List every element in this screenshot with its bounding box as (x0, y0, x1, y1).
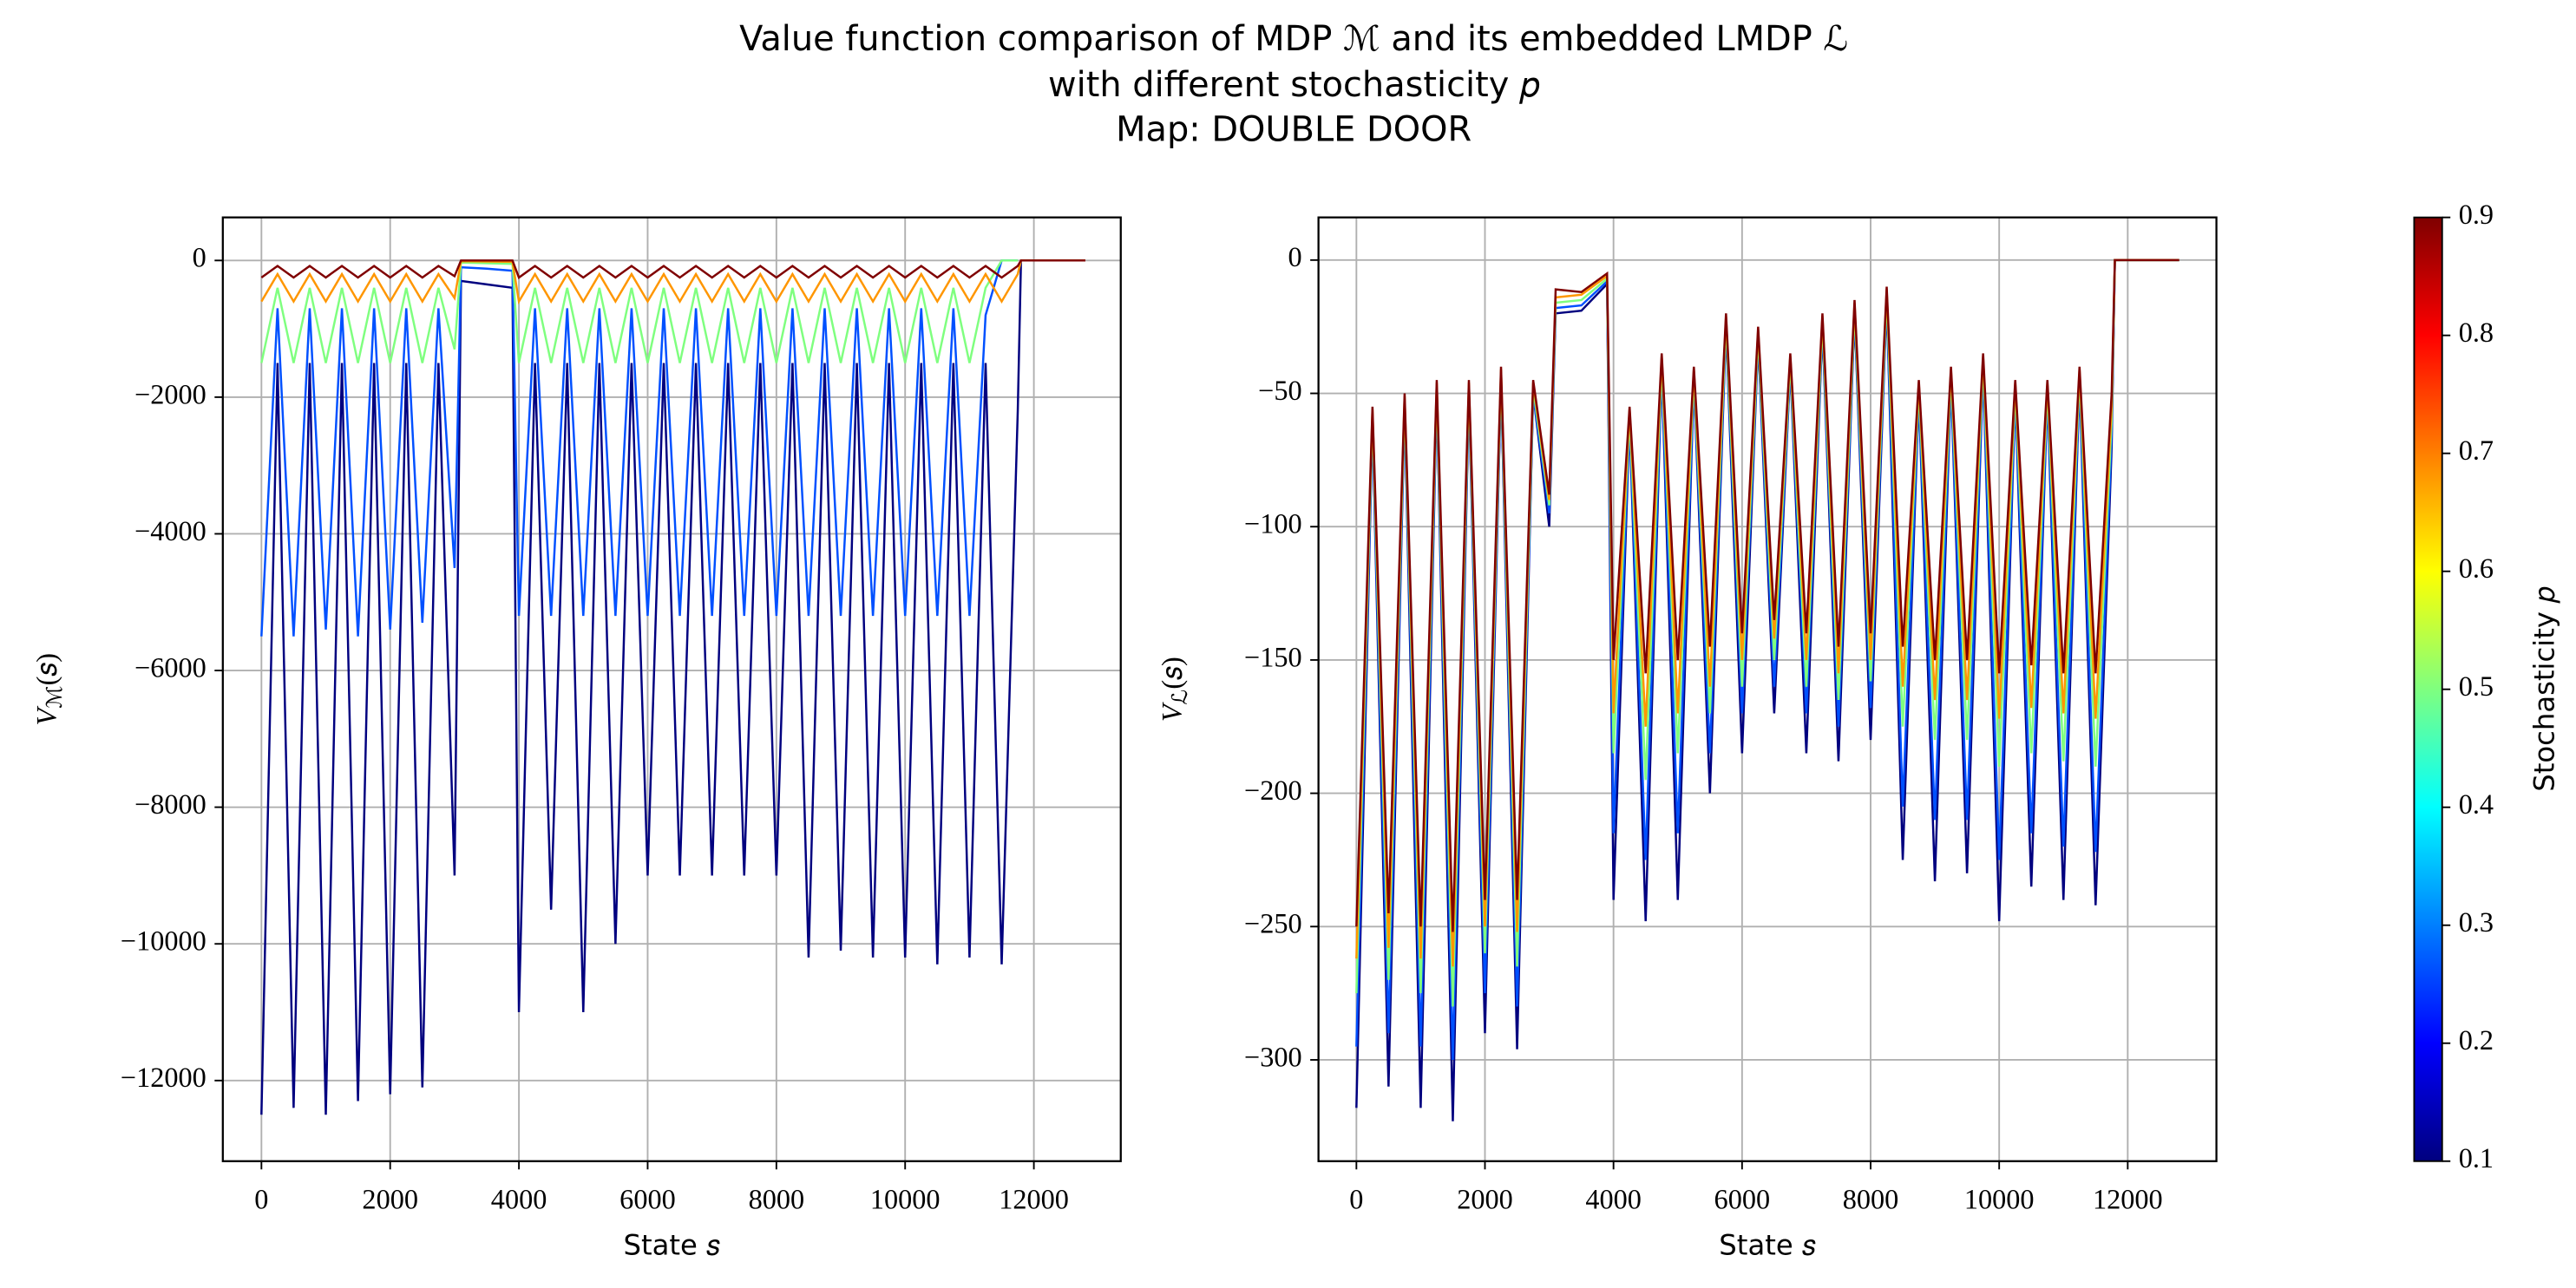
y-label-sub: ℒ (1169, 690, 1192, 705)
y-axis-label: Vℒ(𝑠) (1157, 657, 1192, 722)
colorbar-tick-label: 0.8 (2459, 317, 2494, 348)
x-tick-label: 8000 (749, 1184, 805, 1215)
colorbar-tick-label: 0.5 (2459, 670, 2494, 702)
series-line (260, 259, 1085, 279)
y-tick-label: −2000 (134, 378, 206, 409)
y-tick-label: −300 (1244, 1041, 1302, 1072)
title-line: with different stochasticity 𝑝 (1048, 65, 1540, 105)
y-tick-label: 0 (1288, 241, 1302, 272)
title-line: Value function comparison of MDP ℳ and i… (739, 19, 1848, 59)
colorbar-tick-label: 0.4 (2459, 788, 2494, 820)
y-tick-label: 0 (193, 242, 206, 273)
colorbar-tick-label: 0.9 (2459, 199, 2494, 230)
series-line (1355, 258, 2179, 1121)
plot-frame (1317, 216, 2218, 1162)
plot-frame (221, 216, 1122, 1162)
series-line (260, 259, 1085, 305)
colorbar-tick-label: 0.1 (2459, 1142, 2494, 1174)
y-label-sub: ℳ (43, 685, 67, 708)
series-line (260, 259, 1019, 637)
x-tick-label: 12000 (999, 1184, 1069, 1215)
x-tick-label: 0 (1349, 1184, 1363, 1215)
x-tick-label: 6000 (619, 1184, 676, 1215)
x-tick-label: 10000 (1964, 1184, 2035, 1215)
x-tick-label: 4000 (491, 1184, 547, 1215)
y-label-arg: (𝑠) (31, 653, 62, 685)
series-line (260, 259, 1085, 1115)
title-line: Map: DOUBLE DOOR (1116, 109, 1472, 149)
colorbar-tick-label: 0.7 (2459, 435, 2494, 466)
y-tick-label: −150 (1244, 641, 1302, 672)
y-label-arg: (𝑠) (1157, 657, 1188, 689)
y-tick-label: −4000 (134, 515, 206, 546)
x-tick-label: 10000 (870, 1184, 941, 1215)
y-tick-label: −12000 (121, 1062, 206, 1093)
x-tick-label: 2000 (362, 1184, 418, 1215)
y-axis-label: Vℳ(𝑠) (31, 653, 67, 726)
y-tick-label: −50 (1258, 375, 1301, 406)
y-tick-label: −250 (1244, 908, 1302, 939)
x-tick-label: 4000 (1585, 1184, 1642, 1215)
colorbar-tick-label: 0.3 (2459, 906, 2494, 938)
colorbar-tick-label: 0.2 (2459, 1024, 2494, 1056)
x-tick-label: 2000 (1457, 1184, 1513, 1215)
colorbar-tick-label: 0.6 (2459, 552, 2494, 584)
y-tick-label: −6000 (134, 651, 206, 683)
y-tick-label: −8000 (134, 788, 206, 820)
y-tick-label: −100 (1244, 508, 1302, 539)
colorbar-label: Stochasticity 𝑝 (2527, 587, 2560, 792)
colorbar (2413, 216, 2443, 1162)
x-axis-label: State 𝑠 (1719, 1229, 1816, 1262)
x-tick-label: 12000 (2093, 1184, 2163, 1215)
y-tick-label: −10000 (121, 925, 206, 957)
series-line (1355, 258, 2179, 932)
x-tick-label: 6000 (1714, 1184, 1771, 1215)
x-tick-label: 0 (254, 1184, 268, 1215)
y-tick-label: −200 (1244, 775, 1302, 806)
y-label-main: V (31, 705, 62, 725)
y-label-main: V (1157, 702, 1188, 722)
x-axis-label: State 𝑠 (623, 1229, 720, 1262)
series-line (260, 259, 1019, 363)
x-tick-label: 8000 (1843, 1184, 1899, 1215)
